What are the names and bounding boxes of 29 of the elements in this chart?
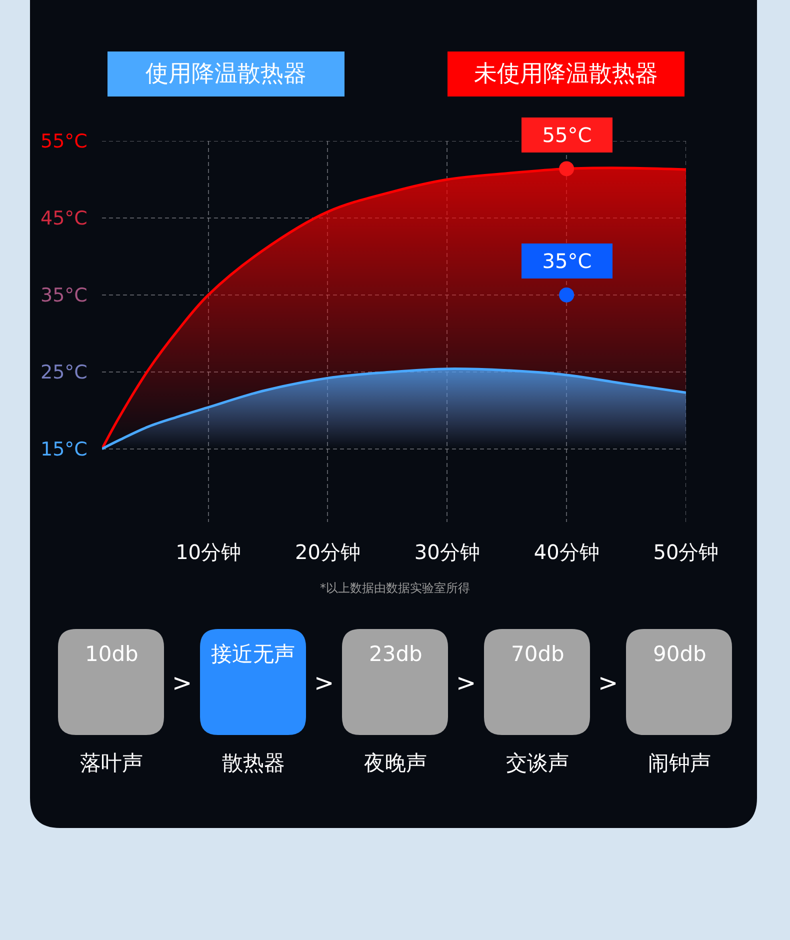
y-tick-label: 35°C <box>40 284 88 307</box>
category-label: 夜晚声 <box>364 751 427 775</box>
x-tick-label: 30分钟 <box>414 540 480 564</box>
y-tick-label: 55°C <box>40 130 88 153</box>
text: 23db <box>369 642 422 666</box>
category-label: 散热器 <box>222 751 285 775</box>
y-tick-label: 25°C <box>40 362 88 384</box>
annotation: 55°C <box>542 123 592 147</box>
text: 90db <box>653 642 706 666</box>
x-tick-label: 10分钟 <box>176 540 242 564</box>
x-tick-label: 40分钟 <box>534 540 600 564</box>
x-tick-label: 20分钟 <box>294 540 360 564</box>
x-tick-label: 50分钟 <box>653 540 719 564</box>
text: 未使用降温散热器 <box>474 61 658 87</box>
text: 10db <box>85 642 138 666</box>
text: 接近无声 <box>211 642 295 666</box>
category-label: 落叶声 <box>80 751 143 775</box>
text: > <box>172 669 192 697</box>
text: > <box>314 669 334 697</box>
text: 使用降温散热器 <box>146 61 306 87</box>
category-label: 闹钟声 <box>648 751 711 775</box>
text: *以上数据由数据实验室所得 <box>320 581 470 595</box>
y-tick-label: 15°C <box>40 438 88 461</box>
text: > <box>456 669 476 697</box>
category-label: 交谈声 <box>506 751 569 775</box>
y-tick-label: 45°C <box>40 208 88 230</box>
text: 70db <box>511 642 564 666</box>
text: > <box>598 669 618 697</box>
annotation: 35°C <box>542 249 592 273</box>
